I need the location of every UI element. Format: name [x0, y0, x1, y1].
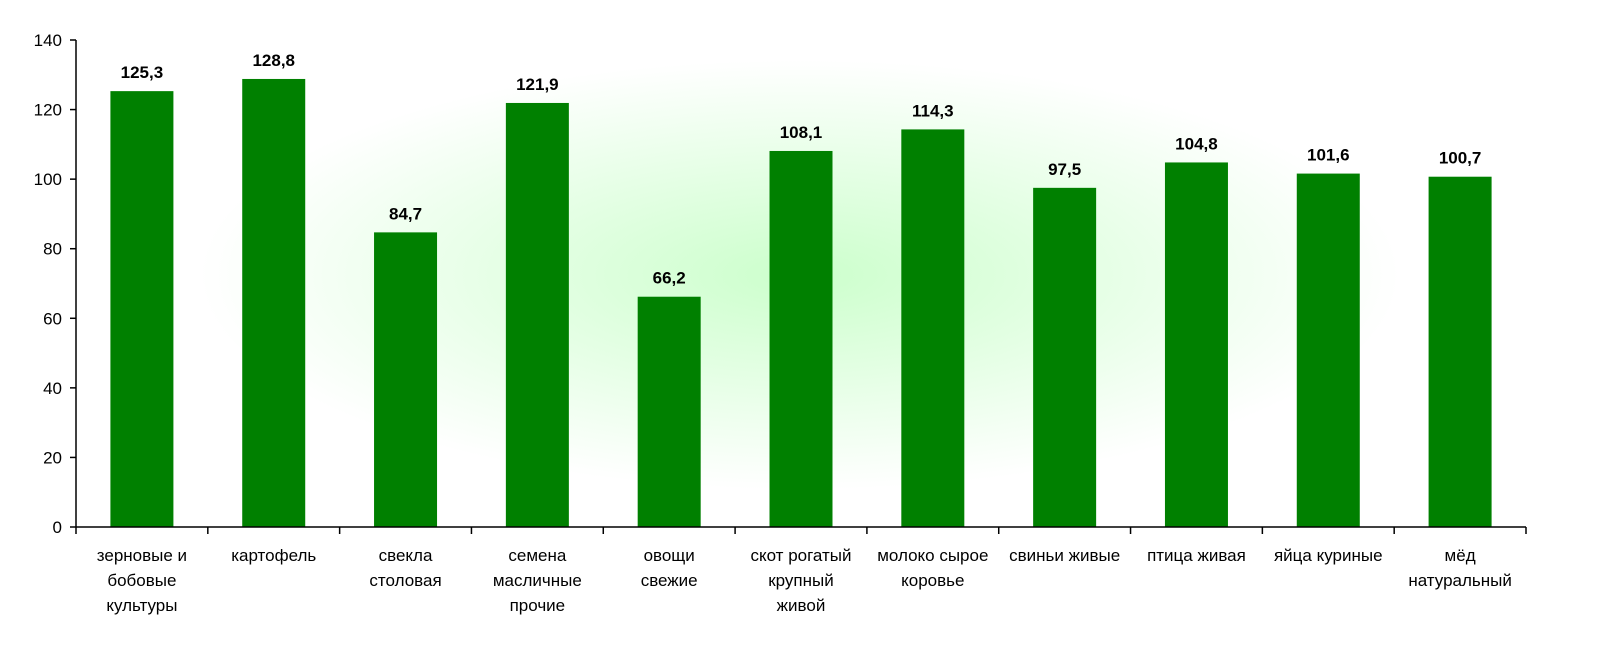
category-label: яйца куриные: [1274, 546, 1383, 565]
data-label: 114,3: [912, 101, 954, 120]
data-label: 128,8: [252, 51, 295, 70]
category-label: свиньи живые: [1009, 546, 1120, 565]
category-label-line: свиньи живые: [1009, 546, 1120, 565]
y-tick-label: 40: [43, 379, 62, 398]
bar: [1164, 162, 1228, 527]
y-tick-label: 140: [34, 31, 62, 50]
category-label-line: коровье: [901, 571, 964, 590]
category-label-line: бобовые: [107, 571, 176, 590]
bar: [1033, 187, 1097, 527]
category-label-line: яйца куриные: [1274, 546, 1383, 565]
y-tick-label: 20: [43, 448, 62, 467]
category-label-line: свекла: [379, 546, 433, 565]
category-label: картофель: [231, 546, 316, 565]
bar: [1296, 173, 1360, 527]
data-label: 100,7: [1439, 149, 1482, 168]
bar: [901, 129, 965, 527]
bar: [242, 78, 306, 528]
category-label-line: масличные: [493, 571, 582, 590]
category-label: свекла столовая: [369, 546, 441, 590]
y-tick-label: 0: [53, 518, 62, 537]
category-label-line: прочие: [510, 596, 566, 615]
bar: [374, 232, 438, 528]
data-label: 121,9: [516, 75, 559, 94]
category-label-line: культуры: [106, 596, 177, 615]
category-label-line: мёд: [1445, 546, 1476, 565]
category-label: молоко сырое коровье: [877, 546, 988, 590]
category-label: овощи свежие: [641, 546, 698, 590]
category-label: семена масличные прочие: [493, 546, 582, 615]
category-label: птица живая: [1147, 546, 1246, 565]
category-label-line: семена: [508, 546, 566, 565]
category-label-line: зерновые и: [97, 546, 187, 565]
category-label-line: овощи: [644, 546, 695, 565]
category-label-line: живой: [777, 596, 826, 615]
bar: [769, 150, 833, 527]
category-label-line: столовая: [369, 571, 441, 590]
category-label: зерновые и бобовые культуры: [97, 546, 187, 615]
data-label: 101,6: [1307, 146, 1350, 165]
data-label: 84,7: [389, 204, 422, 223]
data-label: 97,5: [1048, 160, 1081, 179]
y-tick-label: 120: [34, 101, 62, 120]
category-label: скот рогатый крупный живой: [750, 546, 851, 615]
category-label-line: скот рогатый: [750, 546, 851, 565]
data-label: 104,8: [1175, 134, 1218, 153]
bar: [505, 102, 569, 527]
category-label-line: молоко сырое: [877, 546, 988, 565]
bar: [1428, 176, 1492, 527]
category-label: мёд натуральный: [1408, 546, 1512, 590]
data-label: 125,3: [121, 63, 164, 82]
category-label-line: свежие: [641, 571, 698, 590]
bar: [637, 296, 701, 527]
category-label-line: картофель: [231, 546, 316, 565]
y-tick-label: 100: [34, 170, 62, 189]
data-label: 66,2: [653, 269, 686, 288]
bar: [110, 91, 174, 527]
category-label-line: крупный: [768, 571, 834, 590]
data-label: 108,1: [780, 123, 823, 142]
category-label-line: натуральный: [1408, 571, 1512, 590]
category-label-line: птица живая: [1147, 546, 1246, 565]
y-tick-label: 60: [43, 309, 62, 328]
y-tick-label: 80: [43, 240, 62, 259]
